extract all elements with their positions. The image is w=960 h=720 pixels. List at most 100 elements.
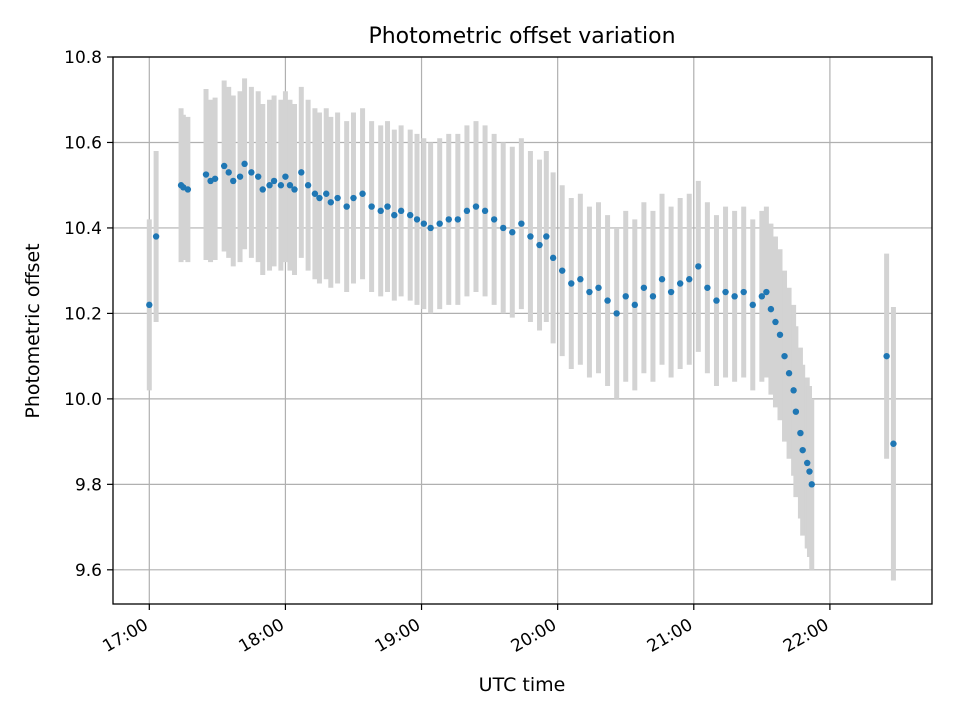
- data-point: [298, 169, 305, 176]
- data-point: [334, 194, 341, 202]
- data-point: [808, 481, 815, 488]
- data-point: [804, 459, 811, 467]
- data-point: [785, 370, 793, 377]
- data-points: [146, 160, 897, 488]
- data-point: [481, 207, 489, 215]
- data-point: [323, 190, 330, 197]
- data-point: [686, 276, 693, 283]
- data-point: [311, 190, 319, 197]
- data-point: [740, 288, 747, 296]
- data-point: [797, 429, 804, 437]
- y-axis: 9.6 9.8 10.0 10.2 10.4 10.6 10.8: [64, 48, 113, 581]
- data-point: [500, 224, 507, 232]
- data-point: [420, 220, 428, 227]
- y-axis-label: Photometric offset: [22, 243, 44, 418]
- data-point: [790, 387, 797, 394]
- data-point: [304, 182, 312, 189]
- data-point: [806, 468, 813, 475]
- data-point: [202, 171, 210, 178]
- data-point: [890, 440, 897, 447]
- data-point: [731, 293, 738, 300]
- data-point: [631, 301, 639, 309]
- data-point: [277, 182, 285, 189]
- data-point: [359, 190, 366, 197]
- data-point: [391, 211, 398, 219]
- data-point: [291, 186, 298, 193]
- data-point: [266, 182, 273, 189]
- data-point: [259, 186, 266, 193]
- x-axis-label: UTC time: [479, 674, 566, 696]
- data-point: [350, 194, 357, 202]
- data-point: [781, 352, 788, 360]
- data-point: [649, 293, 657, 300]
- data-point: [559, 267, 566, 274]
- data-point: [763, 288, 770, 296]
- data-point: [586, 288, 593, 296]
- data-point: [758, 293, 766, 300]
- data-point: [667, 288, 675, 296]
- data-point: [577, 276, 584, 283]
- data-point: [518, 220, 525, 227]
- data-point: [406, 211, 414, 219]
- data-point: [568, 280, 575, 287]
- data-point: [767, 305, 775, 313]
- y-tick-label: 10.0: [64, 390, 102, 410]
- data-point: [509, 229, 516, 236]
- data-point: [397, 207, 405, 215]
- data-point: [454, 216, 462, 223]
- data-point: [463, 207, 471, 215]
- y-tick-label: 10.2: [64, 304, 102, 324]
- data-point: [658, 276, 666, 283]
- data-point: [543, 233, 550, 240]
- y-tick-label: 9.8: [75, 475, 102, 495]
- data-point: [436, 220, 443, 227]
- data-point: [384, 203, 391, 210]
- data-point: [248, 169, 255, 176]
- data-point: [622, 293, 629, 300]
- data-point: [695, 263, 702, 270]
- data-point: [772, 318, 779, 326]
- data-point: [270, 177, 278, 185]
- data-point: [595, 284, 602, 291]
- data-point: [527, 233, 534, 240]
- data-point: [413, 216, 421, 223]
- data-point: [549, 254, 557, 262]
- y-tick-label: 10.4: [64, 219, 102, 239]
- data-point: [704, 284, 711, 291]
- data-point: [146, 301, 153, 309]
- data-point: [799, 446, 806, 454]
- data-point: [722, 288, 729, 296]
- data-point: [225, 169, 232, 176]
- data-point: [749, 301, 756, 309]
- data-point: [236, 173, 244, 180]
- data-point: [343, 203, 350, 210]
- chart-title: Photometric offset variation: [368, 24, 675, 49]
- data-point: [184, 186, 192, 193]
- data-point: [713, 297, 720, 304]
- data-point: [604, 297, 611, 304]
- y-tick-label: 10.6: [64, 133, 102, 153]
- data-point: [241, 160, 248, 168]
- data-point: [427, 224, 434, 232]
- data-point: [776, 331, 784, 338]
- data-point: [377, 207, 384, 215]
- data-point: [445, 216, 452, 223]
- data-point: [490, 216, 498, 223]
- data-point: [472, 203, 480, 210]
- data-point: [640, 284, 648, 291]
- data-point: [327, 199, 334, 206]
- y-tick-label: 10.8: [64, 48, 102, 68]
- data-point: [211, 175, 219, 182]
- data-point: [368, 203, 375, 210]
- data-point: [316, 194, 323, 202]
- data-point: [613, 310, 620, 317]
- data-point: [883, 352, 890, 360]
- data-point: [676, 280, 684, 287]
- plot-frame: [112, 56, 933, 605]
- data-point: [220, 162, 228, 170]
- data-point: [286, 182, 294, 189]
- data-point: [152, 233, 160, 240]
- data-point: [230, 177, 237, 185]
